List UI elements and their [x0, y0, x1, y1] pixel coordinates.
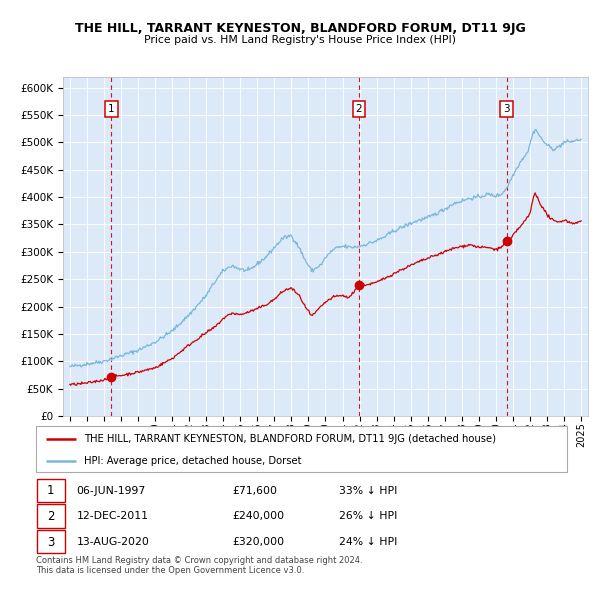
- Text: £320,000: £320,000: [232, 537, 284, 547]
- Text: THE HILL, TARRANT KEYNESTON, BLANDFORD FORUM, DT11 9JG: THE HILL, TARRANT KEYNESTON, BLANDFORD F…: [74, 22, 526, 35]
- Text: 13-AUG-2020: 13-AUG-2020: [76, 537, 149, 547]
- Text: Price paid vs. HM Land Registry's House Price Index (HPI): Price paid vs. HM Land Registry's House …: [144, 35, 456, 45]
- Text: 26% ↓ HPI: 26% ↓ HPI: [338, 512, 397, 522]
- Text: 2: 2: [47, 510, 55, 523]
- FancyBboxPatch shape: [37, 478, 65, 502]
- Text: 2: 2: [355, 104, 362, 114]
- FancyBboxPatch shape: [36, 426, 567, 472]
- FancyBboxPatch shape: [37, 530, 65, 553]
- Text: £71,600: £71,600: [232, 486, 277, 496]
- Text: 3: 3: [503, 104, 510, 114]
- Text: 33% ↓ HPI: 33% ↓ HPI: [338, 486, 397, 496]
- Text: 1: 1: [47, 484, 55, 497]
- Text: HPI: Average price, detached house, Dorset: HPI: Average price, detached house, Dors…: [84, 456, 301, 466]
- Text: This data is licensed under the Open Government Licence v3.0.: This data is licensed under the Open Gov…: [36, 566, 304, 575]
- Text: 12-DEC-2011: 12-DEC-2011: [76, 512, 148, 522]
- Text: THE HILL, TARRANT KEYNESTON, BLANDFORD FORUM, DT11 9JG (detached house): THE HILL, TARRANT KEYNESTON, BLANDFORD F…: [84, 434, 496, 444]
- Text: 3: 3: [47, 536, 55, 549]
- Text: Contains HM Land Registry data © Crown copyright and database right 2024.: Contains HM Land Registry data © Crown c…: [36, 556, 362, 565]
- Text: 1: 1: [108, 104, 115, 114]
- Text: £240,000: £240,000: [232, 512, 284, 522]
- Text: 06-JUN-1997: 06-JUN-1997: [76, 486, 146, 496]
- Text: 24% ↓ HPI: 24% ↓ HPI: [338, 537, 397, 547]
- FancyBboxPatch shape: [37, 504, 65, 527]
